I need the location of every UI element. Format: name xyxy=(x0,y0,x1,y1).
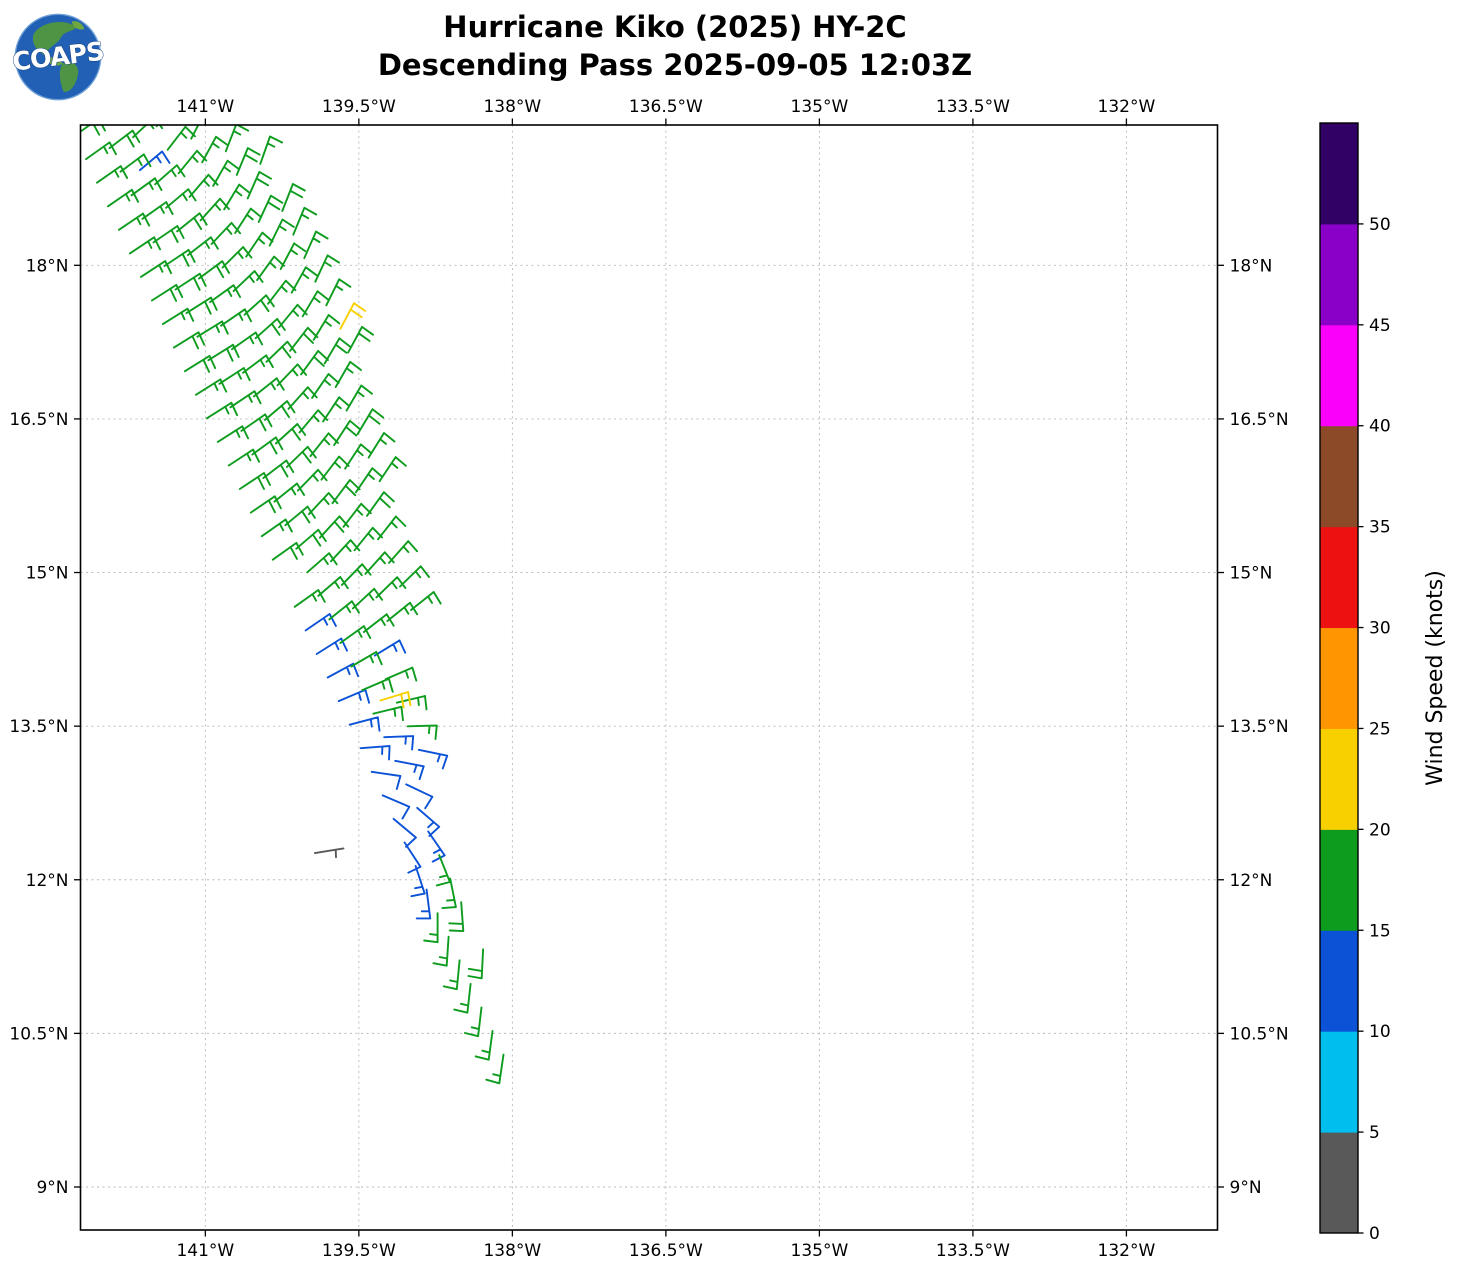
wind-barb-layer-3 xyxy=(80,125,505,1085)
lon-tick-label-bottom: 141°W xyxy=(176,1241,234,1261)
lon-tick-label-bottom: 139.5°W xyxy=(322,1241,396,1261)
colorbar-tick-label: 35 xyxy=(1369,518,1391,538)
lat-tick-label-right: 15°N xyxy=(1230,564,1273,584)
title-line1: Hurricane Kiko (2025) HY-2C xyxy=(443,10,907,44)
lon-tick-label-top: 135°W xyxy=(791,97,849,117)
colorbar-cell xyxy=(1320,1031,1358,1133)
colorbar-tick-label: 10 xyxy=(1369,1022,1391,1042)
colorbar-cell xyxy=(1320,627,1358,729)
lon-tick-label-bottom: 136.5°W xyxy=(629,1241,703,1261)
lat-tick-label-right: 13.5°N xyxy=(1230,717,1289,737)
land-central-america xyxy=(48,57,63,66)
wind-barb-layer-2 xyxy=(138,150,449,920)
wind-barbs-layer xyxy=(80,125,505,1085)
colorbar-border xyxy=(1319,122,1359,1234)
lat-tick-label-left: 16.5°N xyxy=(9,410,68,430)
colorbar-tick-label: 15 xyxy=(1369,921,1391,941)
colorbar-cell xyxy=(1320,829,1358,931)
lon-tick-label-top: 141°W xyxy=(176,97,234,117)
plot-border xyxy=(79,124,1219,1231)
lon-tick-label-bottom: 132°W xyxy=(1098,1241,1156,1261)
lon-tick-label-top: 138°W xyxy=(483,97,541,117)
colorbar-tick-label: 20 xyxy=(1369,820,1391,840)
lon-tick-label-top: 139.5°W xyxy=(322,97,396,117)
colorbar-tick-label: 0 xyxy=(1369,1224,1380,1244)
lat-tick-label-right: 16.5°N xyxy=(1230,410,1289,430)
colorbar-cell xyxy=(1320,526,1358,629)
lat-tick-label-left: 10.5°N xyxy=(9,1024,68,1044)
lat-tick-label-left: 18°N xyxy=(26,256,69,276)
title-line2: Descending Pass 2025-09-05 12:03Z xyxy=(377,48,973,82)
colorbar-cell xyxy=(1320,324,1358,427)
lon-tick-label-bottom: 133.5°W xyxy=(936,1241,1010,1261)
axes: 141°W 141°W 139.5°W 139.5°W 138°W 138°W 136.5°… xyxy=(9,97,1288,1261)
lat-tick-label-right: 9°N xyxy=(1230,1178,1262,1198)
colorbar-axis-label: Wind Speed (knots) xyxy=(1423,570,1448,786)
coaps-logo: COAPS xyxy=(10,13,106,101)
colorbar-cell xyxy=(1320,1132,1358,1234)
gridlines xyxy=(80,125,1218,1230)
wind-barb-layer-0 xyxy=(313,847,345,859)
land-north-america xyxy=(32,21,78,57)
lon-tick-label-bottom: 135°W xyxy=(791,1241,849,1261)
globe-rim xyxy=(14,13,102,101)
colorbar-cell xyxy=(1320,425,1358,528)
colorbar-cell xyxy=(1320,123,1358,225)
lon-tick-label-bottom: 138°W xyxy=(483,1241,541,1261)
lon-tick-label-top: 133.5°W xyxy=(936,97,1010,117)
colorbar-tick-label: 45 xyxy=(1369,316,1391,336)
figure-title: Hurricane Kiko (2025) HY-2C Descending P… xyxy=(0,8,1350,84)
wind-barb-layer-4 xyxy=(339,302,412,709)
colorbar-tick-label: 5 xyxy=(1369,1123,1380,1143)
colorbar-tick-label: 25 xyxy=(1369,719,1391,739)
land-south-america xyxy=(59,61,79,92)
colorbar-tick-label: 50 xyxy=(1369,215,1391,235)
lat-tick-label-right: 18°N xyxy=(1230,256,1273,276)
lat-tick-label-left: 12°N xyxy=(26,871,69,891)
lat-tick-label-right: 10.5°N xyxy=(1230,1024,1289,1044)
land-greenland xyxy=(71,21,85,30)
lat-tick-label-left: 9°N xyxy=(36,1178,68,1198)
colorbar-cell xyxy=(1320,223,1358,326)
lon-tick-label-top: 136.5°W xyxy=(629,97,703,117)
lat-tick-label-right: 12°N xyxy=(1230,871,1273,891)
colorbar-cell xyxy=(1320,728,1358,830)
colorbar: 0 5 10 15 20 25 30 35 40 45 50 xyxy=(1319,122,1391,1244)
lat-tick-label-left: 15°N xyxy=(26,564,69,584)
colorbar-cell xyxy=(1320,930,1358,1032)
colorbar-tick-label: 30 xyxy=(1369,619,1391,639)
lon-tick-label-top: 132°W xyxy=(1098,97,1156,117)
colorbar-tick-label: 40 xyxy=(1369,417,1391,437)
lat-tick-label-left: 13.5°N xyxy=(9,717,68,737)
